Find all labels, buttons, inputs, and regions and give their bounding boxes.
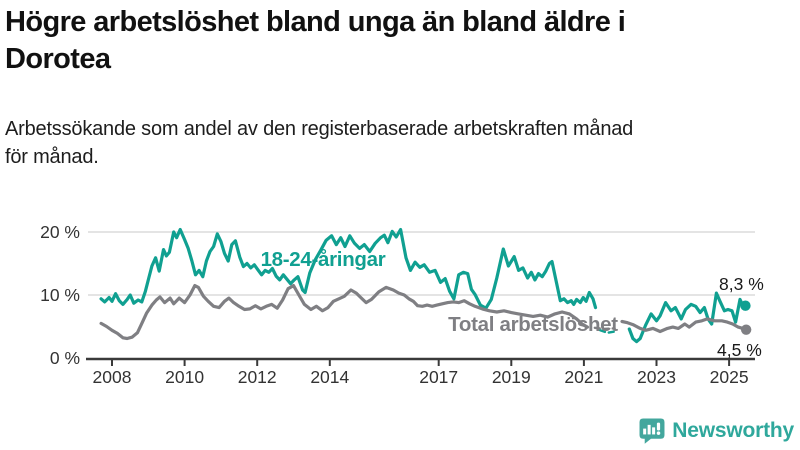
series-line-1-seg-1 (593, 326, 615, 331)
newsworthy-logo: Newsworthy (639, 418, 794, 444)
x-axis-label-2025: 2025 (710, 367, 749, 387)
x-axis-label-2023: 2023 (637, 367, 676, 387)
x-axis-label-2008: 2008 (93, 367, 132, 387)
x-axis-label-2021: 2021 (564, 367, 603, 387)
series-line-0-seg-0 (99, 227, 598, 310)
series-line-1-seg-0 (99, 284, 590, 341)
series-label-0: 18-24-åringar (261, 248, 386, 271)
y-axis-label-0: 0 % (50, 348, 80, 368)
y-axis-label-20: 20 % (40, 222, 80, 242)
chart-subtitle: Arbetssökande som andel av den registerb… (5, 116, 785, 171)
x-axis-label-2017: 2017 (419, 367, 458, 387)
subtitle-line-2: för månad. (5, 145, 99, 168)
series-line-0-seg-2 (627, 291, 748, 344)
x-axis-label-2010: 2010 (165, 367, 204, 387)
series-line-0-seg-1 (599, 329, 616, 334)
newsworthy-logo-icon (639, 418, 665, 444)
x-axis-label-2014: 2014 (310, 367, 349, 387)
series-end-dot-0 (740, 300, 751, 311)
page-title: Högre arbetslöshet bland unga än bland ä… (5, 4, 795, 77)
y-axis-label-10: 10 % (40, 285, 80, 305)
x-axis-label-2019: 2019 (492, 367, 531, 387)
subtitle-line-1: Arbetssökande som andel av den registerb… (5, 118, 634, 140)
series-line-1-seg-2 (620, 317, 748, 334)
title-line-2: Dorotea (5, 42, 111, 75)
series-end-dot-1 (740, 324, 752, 335)
newsworthy-brand-text: Newsworthy (672, 419, 794, 442)
series-end-value-0: 8,3 % (719, 274, 764, 294)
series-end-value-1: 4,5 % (717, 340, 762, 360)
x-axis-label-2012: 2012 (238, 367, 277, 387)
title-line-1: Högre arbetslöshet bland unga än bland ä… (5, 6, 626, 38)
series-label-1: Total arbetslöshet (448, 313, 618, 336)
